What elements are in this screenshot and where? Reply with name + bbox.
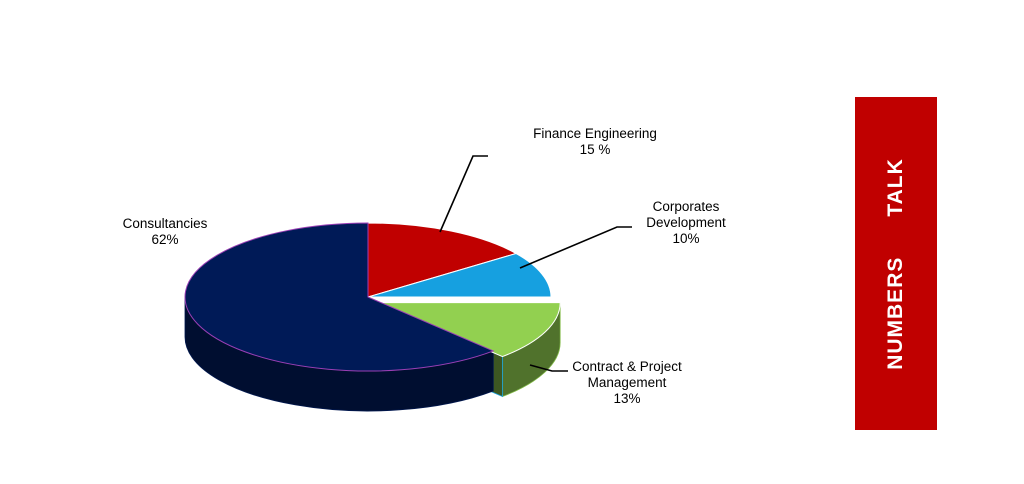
banner-text: NUMBERS TALK	[884, 158, 908, 370]
slice-corporates-development	[367, 252, 552, 298]
pie-tops	[184, 222, 561, 372]
slice-label-corporates-development: Corporates Development 10%	[646, 199, 726, 246]
slice-labels: Finance Engineering 15 % Corporates Develop…	[123, 126, 726, 406]
pie-chart: Finance Engineering 15 % Corporates Develop…	[123, 126, 726, 412]
slice-contract-project-management	[376, 302, 561, 358]
slice-consultancies	[184, 222, 495, 372]
leader-line-corporates-development	[519, 226, 632, 269]
numbers-talk-banner: NUMBERS TALK	[855, 97, 937, 430]
banner-word-talk: TALK	[884, 157, 907, 217]
leader-line-contract-project-management	[529, 364, 568, 372]
slice-label-consultancies: Consultancies 62%	[123, 216, 208, 247]
leader-line-finance-engineering	[439, 155, 488, 233]
slice-label-contract-project-management: Contract & Project Management 13%	[572, 359, 682, 406]
banner-word-numbers: NUMBERS	[884, 256, 907, 370]
slice-finance-engineering	[367, 222, 518, 298]
slice-label-finance-engineering: Finance Engineering 15 %	[533, 126, 657, 157]
